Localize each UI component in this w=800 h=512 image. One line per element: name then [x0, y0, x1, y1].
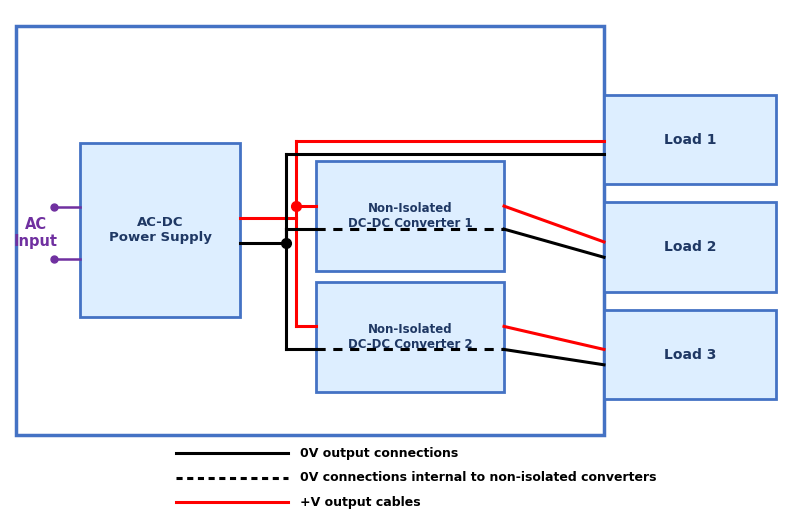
Text: 0V connections internal to non-isolated converters: 0V connections internal to non-isolated …: [300, 471, 657, 484]
Text: Load 2: Load 2: [664, 240, 716, 254]
Bar: [16, 26, 604, 435]
Bar: [316, 161, 504, 271]
Bar: [604, 202, 776, 292]
Text: Load 1: Load 1: [664, 133, 716, 146]
Bar: [316, 282, 504, 392]
Bar: [80, 143, 240, 317]
Bar: [604, 95, 776, 184]
Bar: [604, 310, 776, 399]
Text: Non-Isolated
DC-DC Converter 2: Non-Isolated DC-DC Converter 2: [348, 323, 472, 351]
Text: AC-DC
Power Supply: AC-DC Power Supply: [109, 217, 211, 244]
Text: Non-Isolated
DC-DC Converter 1: Non-Isolated DC-DC Converter 1: [348, 202, 472, 230]
Text: +V output cables: +V output cables: [300, 496, 421, 509]
Text: Load 3: Load 3: [664, 348, 716, 361]
Text: AC
Input: AC Input: [14, 217, 58, 249]
Text: 0V output connections: 0V output connections: [300, 446, 458, 460]
